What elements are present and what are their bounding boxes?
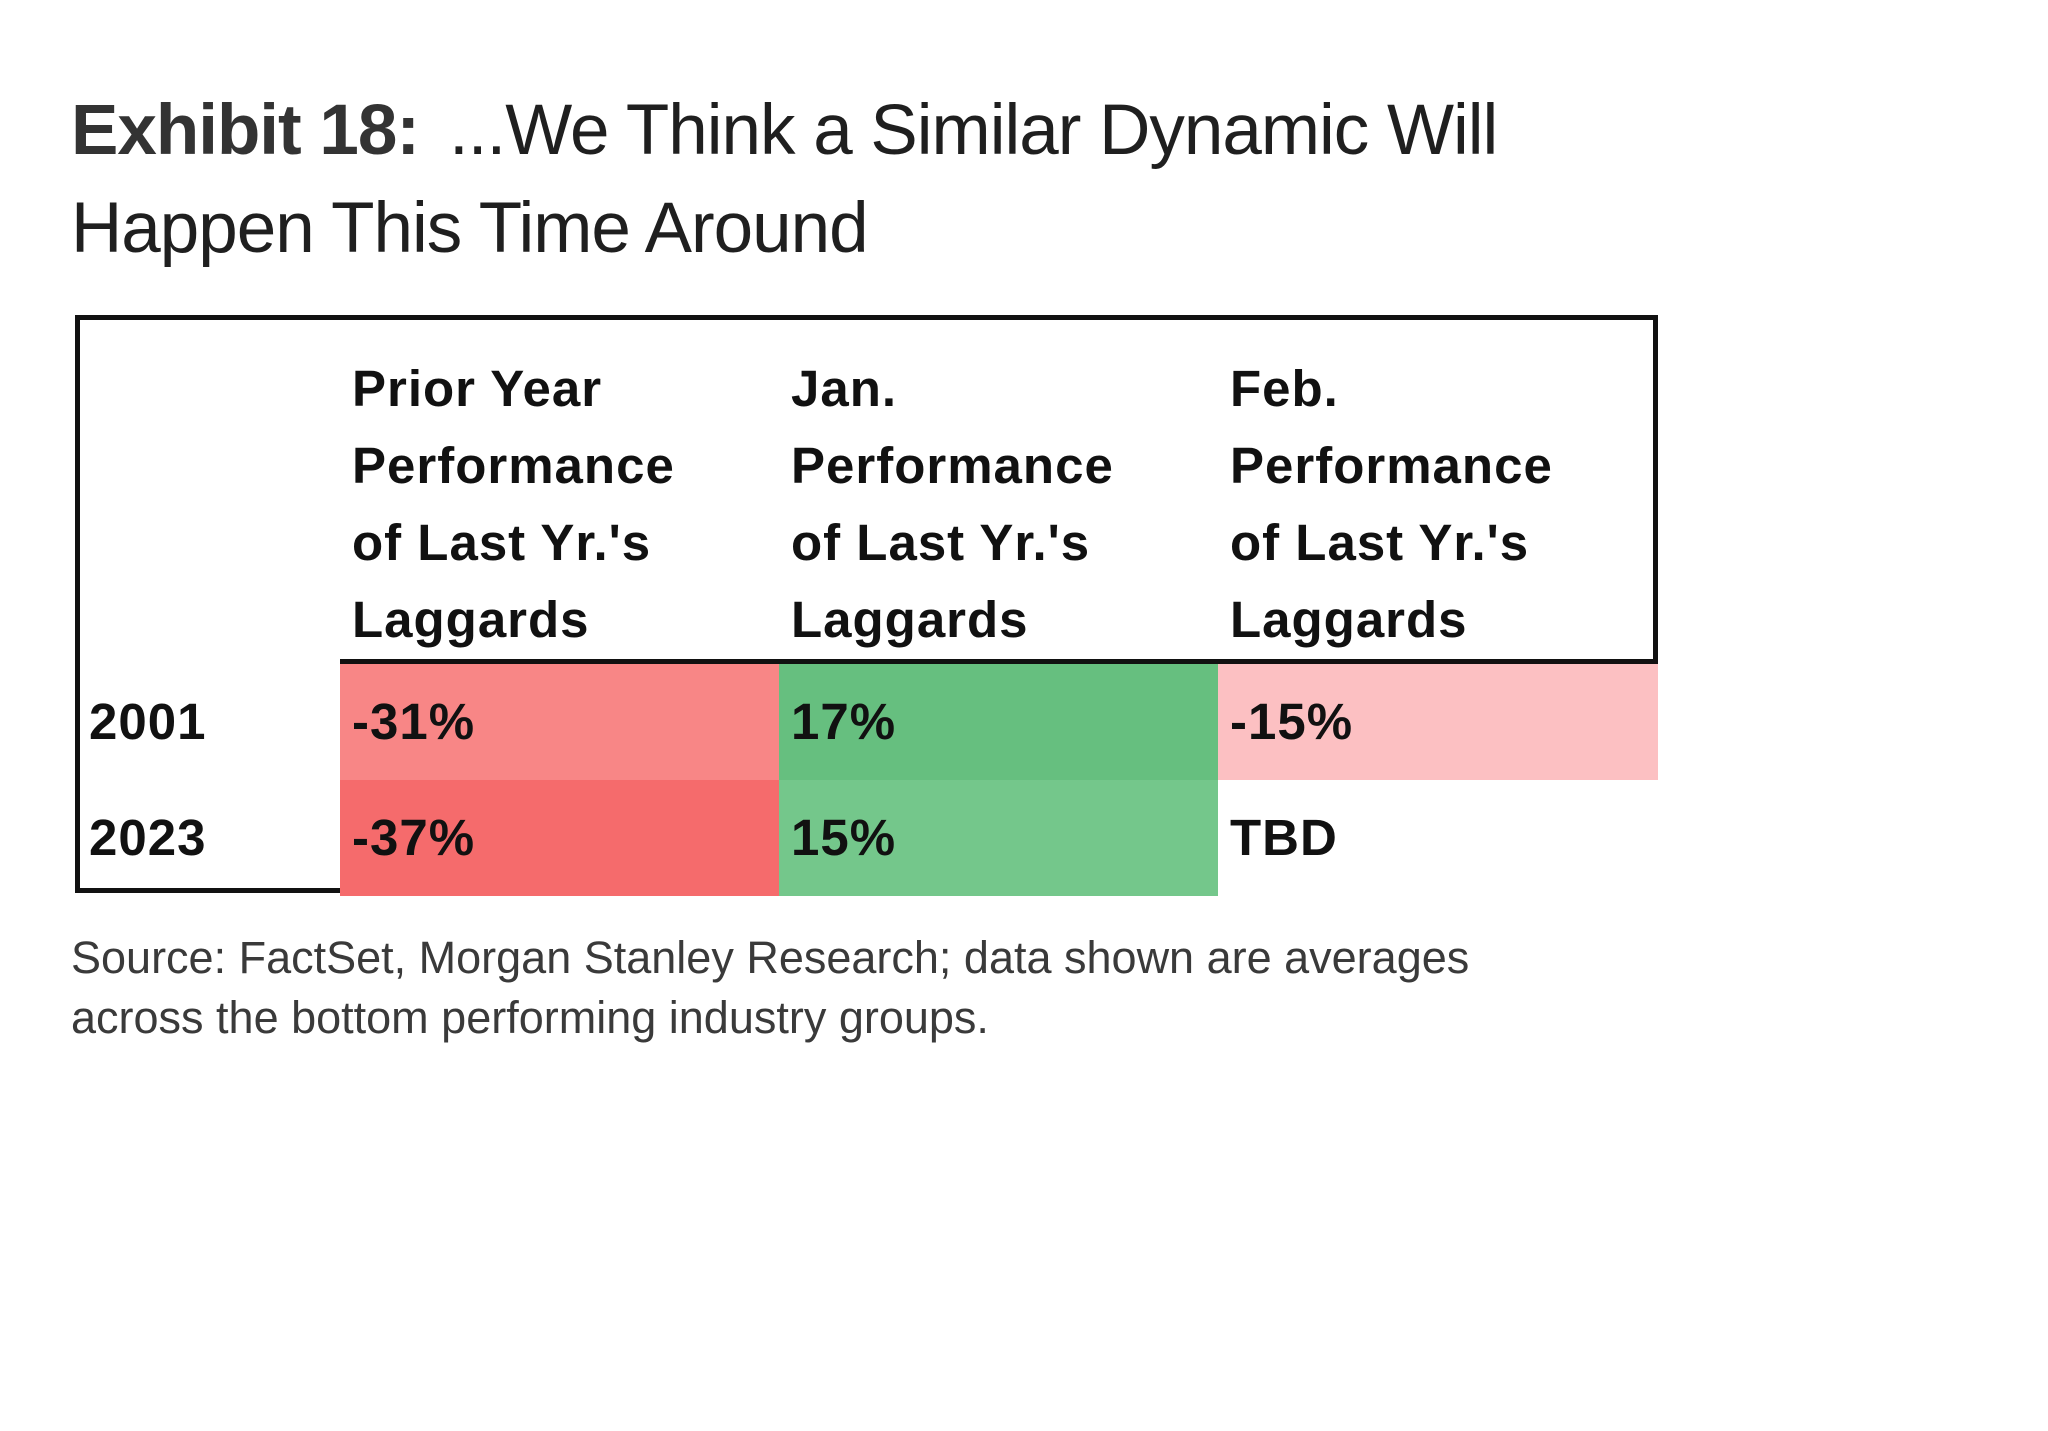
column-header-1-line-3: of Last Yr.'s xyxy=(352,514,652,571)
table-cell: -31% xyxy=(340,664,779,780)
table-cell: TBD xyxy=(1218,780,1658,896)
column-header-3-line-1: Feb. xyxy=(1230,360,1339,417)
column-header-2-line-1: Jan. xyxy=(791,360,898,417)
column-header-3-line-4: Laggards xyxy=(1230,591,1468,648)
table-header-row: Prior Year Performance of Last Yr.'s Laggar… xyxy=(80,320,1653,660)
header-divider xyxy=(340,659,1658,664)
table-cell: -37% xyxy=(340,780,779,896)
title-text-line-1: ...We Think a Similar Dynamic Will xyxy=(449,91,1498,170)
source-line-1: Source: FactSet, Morgan Stanley Research… xyxy=(71,932,1470,983)
row-year-label: 2023 xyxy=(89,809,207,866)
column-header-2-line-4: Laggards xyxy=(791,591,1029,648)
title-text-line-2: Happen This Time Around xyxy=(71,189,869,268)
column-header-3-line-3: of Last Yr.'s xyxy=(1230,514,1530,571)
column-header-2: Jan. Performance of Last Yr.'s Laggards xyxy=(791,350,1114,658)
source-note: Source: FactSet, Morgan Stanley Research… xyxy=(71,928,1671,1048)
row-year-label: 2001 xyxy=(89,693,207,750)
column-header-2-line-3: of Last Yr.'s xyxy=(791,514,1091,571)
column-header-1: Prior Year Performance of Last Yr.'s Laggar… xyxy=(352,350,675,658)
exhibit-title: Exhibit 18: ...We Think a Similar Dynamic… xyxy=(71,82,1711,278)
table-row-2001: 2001 -31% 17% -15% xyxy=(80,664,1658,780)
table-cell: 17% xyxy=(779,664,1218,780)
column-header-2-line-2: Performance xyxy=(791,437,1114,494)
column-header-1-line-1: Prior Year xyxy=(352,360,603,417)
column-header-3: Feb. Performance of Last Yr.'s Laggards xyxy=(1230,350,1553,658)
table-row-2023: 2023 -37% 15% TBD xyxy=(80,780,1658,896)
source-line-2: across the bottom performing industry gr… xyxy=(71,992,989,1043)
column-header-1-line-2: Performance xyxy=(352,437,675,494)
table-cell: -15% xyxy=(1218,664,1658,780)
exhibit-label: Exhibit 18: xyxy=(71,91,420,170)
column-header-1-line-4: Laggards xyxy=(352,591,590,648)
table-cell: 15% xyxy=(779,780,1218,896)
exhibit-table: Prior Year Performance of Last Yr.'s Laggar… xyxy=(75,315,1658,896)
title-line-1: Exhibit 18: ...We Think a Similar Dynamic… xyxy=(71,82,1711,180)
column-header-3-line-2: Performance xyxy=(1230,437,1553,494)
